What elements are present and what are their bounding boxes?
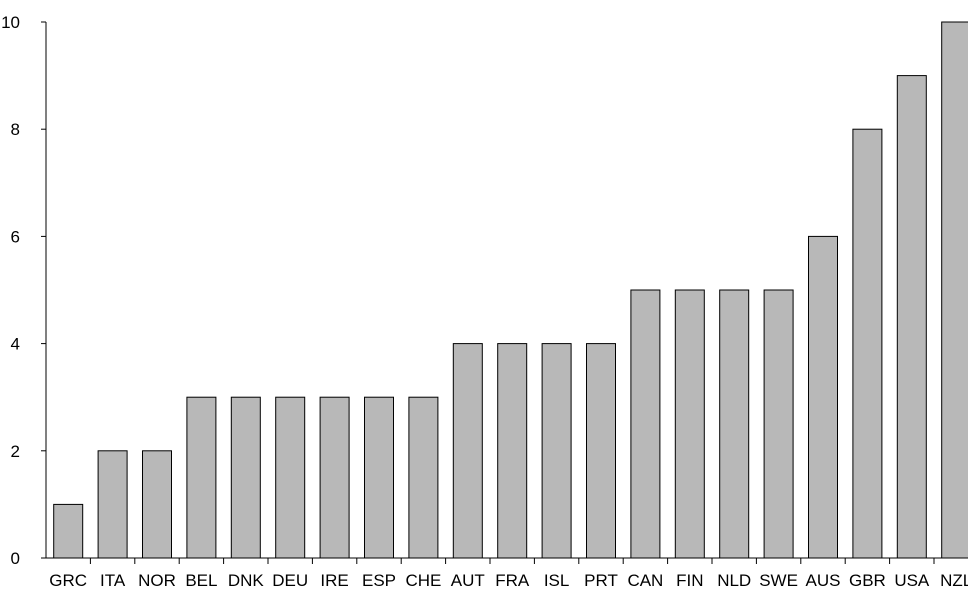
bar-gbr bbox=[852, 128, 883, 559]
y-tick-label: 8 bbox=[11, 120, 20, 139]
x-tick-label: FIN bbox=[676, 571, 703, 590]
x-tick-label: NLD bbox=[717, 571, 751, 590]
bar-aus bbox=[808, 235, 838, 559]
x-tick-label: ISL bbox=[544, 571, 570, 590]
bar-can bbox=[630, 289, 661, 559]
bar-isl bbox=[541, 343, 572, 559]
bar-aut bbox=[452, 343, 483, 559]
bar-swe bbox=[763, 289, 794, 559]
x-tick-label: AUS bbox=[806, 571, 841, 590]
x-tick-label: NOR bbox=[138, 571, 176, 590]
bar-grc bbox=[53, 503, 84, 559]
x-tick-label: CAN bbox=[627, 571, 663, 590]
x-tick-label: GRC bbox=[49, 571, 87, 590]
bar-esp bbox=[364, 396, 394, 559]
y-tick-label: 6 bbox=[11, 227, 20, 246]
bar-ire bbox=[319, 396, 350, 559]
bar-dnk bbox=[230, 396, 261, 559]
bar-deu bbox=[275, 396, 306, 559]
x-tick-label: IRE bbox=[320, 571, 348, 590]
x-tick-label: NZL bbox=[940, 571, 968, 590]
y-tick-label: 2 bbox=[11, 442, 20, 461]
y-tick-label: 10 bbox=[1, 13, 20, 32]
x-tick-label: GBR bbox=[849, 571, 886, 590]
x-tick-label: DEU bbox=[272, 571, 308, 590]
x-tick-label: FRA bbox=[495, 571, 530, 590]
x-tick-label: BEL bbox=[185, 571, 217, 590]
y-tick-label: 4 bbox=[11, 335, 20, 354]
bar-nzl bbox=[941, 21, 968, 559]
bars bbox=[53, 21, 968, 559]
x-tick-label: ESP bbox=[362, 571, 396, 590]
bar-ita bbox=[97, 450, 128, 559]
y-tick-label: 0 bbox=[11, 549, 20, 568]
bar-fin bbox=[674, 289, 705, 559]
x-tick-label: AUT bbox=[451, 571, 485, 590]
bar-prt bbox=[586, 343, 616, 559]
x-tick-label: ITA bbox=[100, 571, 126, 590]
bar-che bbox=[408, 396, 439, 559]
x-tick-label: PRT bbox=[584, 571, 618, 590]
y-axis: 0 2 4 6 8 10 bbox=[1, 13, 47, 568]
bar-fra bbox=[497, 343, 528, 559]
x-tick-label: CHE bbox=[405, 571, 441, 590]
category-labels: GRC ITA NOR BEL DNK DEU IRE ESP CHE AUT FRA ISL PRT C… bbox=[49, 571, 968, 590]
bar-nld bbox=[719, 289, 750, 559]
bar-nor bbox=[142, 450, 172, 559]
bar-usa bbox=[896, 75, 927, 559]
x-tick-label: SWE bbox=[759, 571, 798, 590]
x-tick-label: DNK bbox=[228, 571, 265, 590]
x-axis bbox=[46, 557, 968, 564]
bar-bel bbox=[186, 396, 217, 559]
x-tick-label: USA bbox=[894, 571, 930, 590]
